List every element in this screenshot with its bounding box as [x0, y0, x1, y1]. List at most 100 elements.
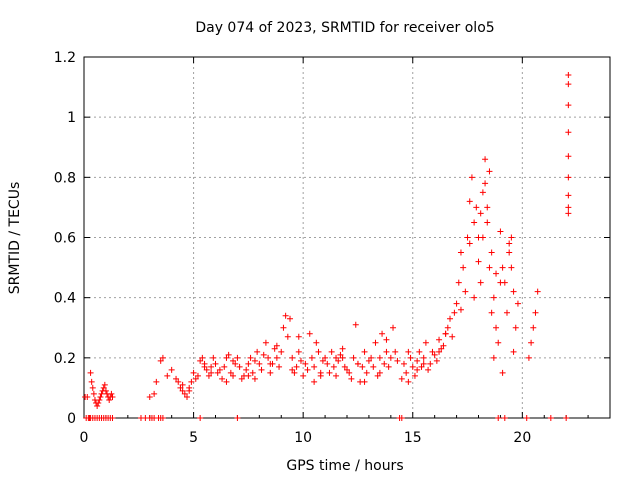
- data-point: [278, 348, 285, 355]
- data-point: [335, 357, 342, 364]
- data-point: [488, 249, 495, 256]
- data-point: [497, 228, 504, 235]
- data-point: [457, 249, 464, 256]
- data-point: [497, 279, 504, 286]
- data-point: [302, 360, 309, 367]
- data-point: [311, 378, 318, 385]
- data-point: [438, 345, 445, 352]
- data-point: [258, 366, 265, 373]
- data-point: [433, 357, 440, 364]
- data-point: [479, 189, 486, 196]
- data-point: [466, 240, 473, 247]
- data-point: [383, 336, 390, 343]
- data-point: [490, 354, 497, 361]
- data-point: [96, 396, 103, 403]
- data-point: [484, 219, 491, 226]
- data-point: [289, 366, 296, 373]
- data-point: [565, 192, 572, 199]
- data-point: [326, 369, 333, 376]
- data-point: [95, 399, 102, 406]
- data-point: [203, 366, 210, 373]
- data-point: [477, 210, 484, 217]
- data-point: [153, 378, 160, 385]
- data-point: [493, 324, 500, 331]
- y-tick-label: 1: [67, 110, 76, 126]
- data-point: [440, 342, 447, 349]
- data-point: [528, 339, 535, 346]
- data-point: [216, 366, 223, 373]
- data-point: [108, 390, 115, 397]
- data-point: [482, 180, 489, 187]
- data-point: [501, 415, 508, 421]
- data-point: [468, 174, 475, 181]
- data-point: [106, 396, 113, 403]
- data-point: [94, 402, 101, 409]
- data-point: [205, 372, 212, 379]
- tick-layer: 0 0.2 0.4 0.6 0.8 1 1.2 0 5 10 15 20: [54, 50, 610, 446]
- data-point: [431, 351, 438, 358]
- data-point: [490, 294, 497, 301]
- data-point: [493, 270, 500, 277]
- data-point: [260, 351, 267, 358]
- data-point: [315, 348, 322, 355]
- data-point: [173, 375, 180, 382]
- data-point: [109, 393, 116, 400]
- y-tick-label: 0.2: [54, 351, 76, 367]
- data-point: [247, 354, 254, 361]
- data-point: [344, 366, 350, 373]
- data-point: [317, 372, 324, 379]
- data-point: [532, 309, 539, 316]
- data-point: [530, 324, 537, 331]
- data-point: [208, 363, 215, 370]
- data-point: [221, 363, 228, 370]
- data-point: [89, 384, 96, 391]
- data-point: [234, 415, 241, 421]
- data-point: [508, 234, 515, 241]
- data-point: [102, 387, 109, 394]
- data-point: [488, 309, 495, 316]
- x-tick-label: 5: [189, 430, 198, 446]
- data-point: [98, 390, 105, 397]
- data-point: [363, 369, 370, 376]
- data-point: [436, 348, 443, 355]
- y-tick-label: 0.4: [54, 291, 76, 307]
- data-point: [293, 363, 300, 370]
- data-point: [405, 348, 412, 355]
- data-point: [479, 234, 486, 241]
- data-point: [387, 354, 394, 361]
- data-point: [88, 378, 95, 385]
- data-point: [341, 363, 348, 370]
- data-point: [238, 375, 245, 382]
- data-point: [390, 324, 397, 331]
- data-point: [249, 369, 256, 376]
- data-point: [565, 210, 572, 217]
- data-point: [157, 357, 164, 364]
- chart-title: Day 074 of 2023, SRMTID for receiver olo…: [195, 20, 494, 36]
- data-point: [376, 369, 383, 376]
- data-point: [100, 384, 107, 391]
- points-layer: [82, 72, 572, 421]
- data-point: [425, 366, 432, 373]
- data-point: [159, 415, 166, 421]
- data-point: [197, 415, 204, 421]
- data-point: [495, 415, 502, 421]
- data-point: [151, 390, 158, 397]
- data-point: [280, 324, 287, 331]
- data-point: [90, 390, 97, 397]
- data-point: [230, 357, 237, 364]
- data-point: [398, 375, 405, 382]
- data-point: [510, 288, 517, 295]
- data-point: [265, 354, 272, 361]
- data-point: [565, 204, 572, 211]
- data-point: [271, 345, 278, 352]
- data-point: [376, 354, 383, 361]
- data-point: [319, 357, 326, 364]
- data-point: [510, 348, 517, 355]
- data-point: [429, 348, 436, 355]
- data-point: [565, 129, 572, 136]
- data-point: [565, 72, 572, 79]
- data-point: [418, 363, 425, 370]
- data-point: [523, 415, 530, 421]
- data-point: [313, 339, 320, 346]
- data-point: [547, 415, 554, 421]
